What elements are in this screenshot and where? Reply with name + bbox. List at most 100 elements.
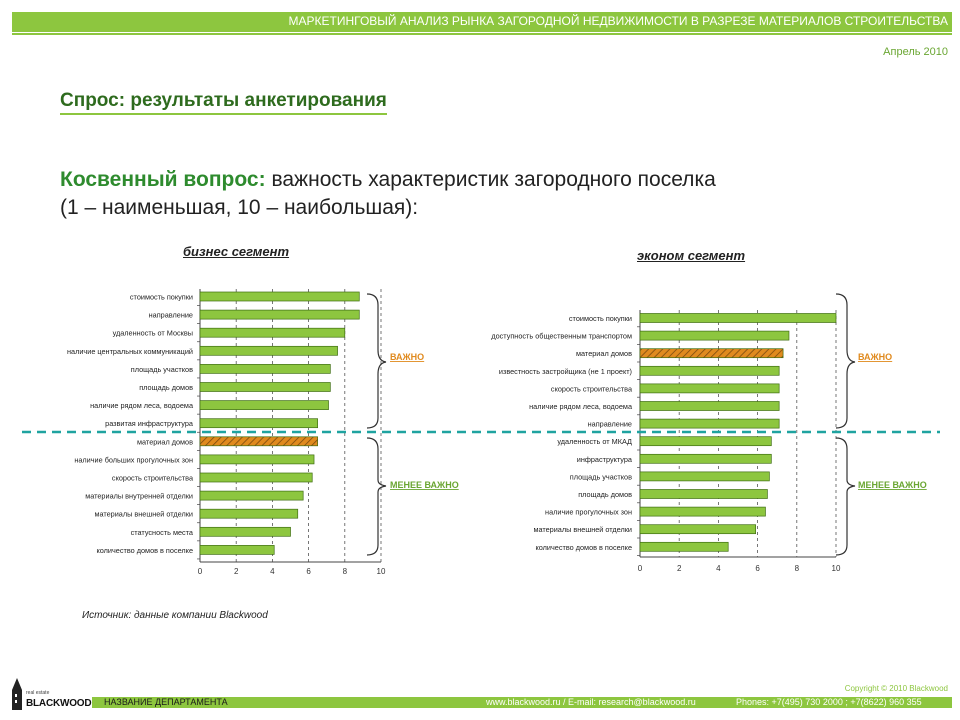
econom-tick-label: 8 (795, 564, 800, 573)
econom-category-label: материал домов (576, 349, 632, 358)
business-category-label: удаленность от Москвы (113, 329, 193, 338)
business-bar (199, 508, 299, 519)
econom-bar (639, 541, 729, 552)
business-bar (199, 382, 331, 392)
business-bar (199, 545, 275, 555)
blackwood-logo (12, 678, 22, 710)
econom-tick-label: 10 (832, 564, 841, 573)
business-bar (199, 418, 319, 429)
business-bar (199, 454, 315, 465)
econom-bar (639, 524, 756, 535)
econom-category-label: известность застройщика (не 1 проект) (499, 367, 632, 376)
business-bar (199, 436, 319, 447)
question-scale: (1 – наименьшая, 10 – наибольшая): (60, 196, 419, 219)
econom-category-label: площадь участков (570, 472, 632, 481)
econom-category-label: количество домов в поселке (536, 543, 633, 552)
econom-category-label: инфраструктура (577, 455, 633, 464)
business-category-label: направление (149, 311, 193, 320)
business-tick-label: 6 (306, 567, 311, 576)
econom-bar (639, 418, 780, 429)
header-bar (12, 12, 952, 32)
question-body: важность характеристик загородного посел… (265, 168, 716, 191)
econom-tick-label: 6 (755, 564, 760, 573)
econom-bar (639, 313, 837, 323)
econom-bar (639, 436, 772, 447)
business-category-label: материал домов (137, 437, 193, 446)
business-less-important-label: МЕНЕЕ ВАЖНО (390, 480, 459, 490)
business-category-label: наличие больших прогулочных зон (74, 455, 193, 464)
footer-phones: Phones: +7(495) 730 2000 ; +7(8622) 960 … (736, 697, 922, 707)
business-category-label: материалы внешней отделки (94, 510, 193, 519)
econom-category-label: площадь домов (578, 490, 632, 499)
business-category-label: количество домов в поселке (97, 546, 194, 555)
econom-bar (639, 471, 770, 482)
econom-bar (639, 489, 768, 499)
econom-bar (639, 330, 790, 341)
footer-department: НАЗВАНИЕ ДЕПАРТАМЕНТА (104, 697, 228, 707)
econom-segment-title: эконом сегмент (637, 248, 746, 263)
econom-less-important-label: МЕНЕЕ ВАЖНО (858, 480, 927, 490)
footer-bar (92, 697, 952, 708)
econom-category-label: наличие рядом леса, водоема (529, 402, 633, 411)
report-date: Апрель 2010 (883, 46, 948, 58)
logo-subtitle: real estate (26, 690, 50, 696)
business-segment-title: бизнес сегмент (183, 244, 290, 259)
business-important-label: ВАЖНО (390, 352, 424, 362)
econom-less-important-brace (835, 437, 856, 556)
business-category-label: наличие центральных коммуникаций (67, 347, 193, 356)
header-divider (12, 33, 952, 35)
business-less-important-brace (366, 437, 387, 556)
business-chart: 0 2 4 6 8 10 стоимость покупки направление удале… (67, 289, 386, 576)
business-tick-label: 0 (198, 567, 203, 576)
econom-tick-label: 0 (638, 564, 643, 573)
econom-bar (639, 506, 766, 517)
econom-category-label: направление (588, 420, 632, 429)
header-title: МАРКЕТИНГОВЫЙ АНАЛИЗ РЫНКА ЗАГОРОДНОЙ НЕ… (288, 14, 948, 28)
logo-text: BLACKWOOD (26, 698, 92, 709)
econom-important-label: ВАЖНО (858, 352, 892, 362)
econom-tick-label: 2 (677, 564, 682, 573)
econom-category-label: доступность общественным транспортом (491, 332, 632, 341)
business-bar (199, 309, 360, 320)
business-category-label: скорость строительства (112, 474, 194, 483)
footer-contacts[interactable]: www.blackwood.ru / E-mail: research@blac… (486, 697, 696, 707)
business-category-label: наличие рядом леса, водоема (90, 401, 194, 410)
business-category-label: стоимость покупки (130, 293, 193, 302)
business-category-label: материалы внутренней отделки (85, 492, 193, 501)
business-tick-label: 8 (343, 567, 348, 576)
question-lead: Косвенный вопрос: (60, 168, 266, 191)
econom-category-label: стоимость покупки (569, 314, 632, 323)
section-title: Спрос: результаты анкетирования (60, 90, 387, 115)
econom-bar (639, 401, 780, 411)
business-tick-label: 2 (234, 567, 239, 576)
econom-category-label: наличие прогулочных зон (545, 508, 632, 517)
business-bar (199, 345, 338, 356)
business-bar (199, 400, 329, 410)
business-bar (199, 364, 331, 374)
business-bar (199, 472, 313, 483)
business-category-label: площадь участков (131, 365, 193, 374)
business-bar (199, 526, 291, 537)
business-tick-label: 4 (270, 567, 275, 576)
econom-bar (639, 365, 780, 376)
econom-chart: 0 2 4 6 8 10 стоимость покупки доступность обще… (491, 310, 841, 573)
econom-category-label: удаленность от МКАД (557, 437, 632, 446)
business-bar (199, 490, 304, 501)
econom-bar (639, 453, 772, 464)
business-bar (199, 291, 360, 302)
business-important-brace (366, 293, 387, 429)
copyright: Copyright © 2010 Blackwood (844, 684, 948, 693)
econom-category-label: материалы внешней отделки (533, 525, 632, 534)
business-category-label: площадь домов (139, 383, 193, 392)
econom-bar (639, 348, 784, 359)
econom-bar (639, 383, 780, 394)
question-text: Косвенный вопрос: важность характеристик… (60, 166, 716, 222)
source-note: Источник: данные компании Blackwood (82, 610, 268, 621)
econom-important-brace (835, 293, 856, 429)
business-category-label: статусность места (131, 528, 194, 537)
business-bar (199, 327, 346, 338)
business-category-label: развитая инфраструктура (105, 419, 194, 428)
econom-category-label: скорость строительства (551, 384, 633, 393)
business-tick-label: 10 (377, 567, 386, 576)
